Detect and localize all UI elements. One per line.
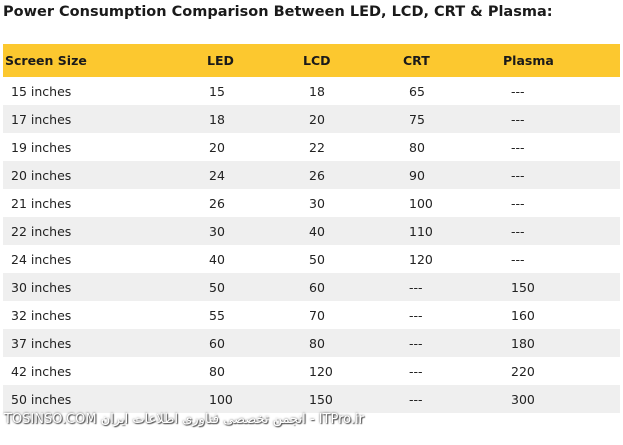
cell-lcd: 30 <box>309 195 325 211</box>
cell-plasma: --- <box>511 139 525 155</box>
cell-lcd: 80 <box>309 335 325 351</box>
cell-crt: 120 <box>409 251 433 267</box>
cell-screen-size: 32 inches <box>11 307 72 323</box>
cell-plasma: --- <box>511 111 525 127</box>
cell-led: 18 <box>209 111 225 127</box>
cell-lcd: 120 <box>309 363 333 379</box>
cell-led: 30 <box>209 223 225 239</box>
table-row: 42 inches 80 120 --- 220 <box>3 357 620 385</box>
table-row: 15 inches 15 18 65 --- <box>3 77 620 105</box>
cell-screen-size: 15 inches <box>11 83 72 99</box>
cell-led: 60 <box>209 335 225 351</box>
cell-crt: --- <box>409 363 423 379</box>
cell-plasma: --- <box>511 167 525 183</box>
table-row: 32 inches 55 70 --- 160 <box>3 301 620 329</box>
cell-crt: --- <box>409 335 423 351</box>
cell-crt: 90 <box>409 167 425 183</box>
cell-plasma: 180 <box>511 335 535 351</box>
page-title: Power Consumption Comparison Between LED… <box>3 4 553 20</box>
cell-screen-size: 30 inches <box>11 279 72 295</box>
cell-crt: 100 <box>409 195 433 211</box>
header-lcd: LCD <box>303 53 331 68</box>
table-row: 21 inches 26 30 100 --- <box>3 189 620 217</box>
cell-lcd: 18 <box>309 83 325 99</box>
cell-screen-size: 21 inches <box>11 195 72 211</box>
cell-lcd: 60 <box>309 279 325 295</box>
cell-screen-size: 19 inches <box>11 139 72 155</box>
table-row: 19 inches 20 22 80 --- <box>3 133 620 161</box>
cell-crt: 80 <box>409 139 425 155</box>
cell-led: 80 <box>209 363 225 379</box>
cell-led: 24 <box>209 167 225 183</box>
cell-plasma: 300 <box>511 391 535 407</box>
table-row: 50 inches 100 150 --- 300 <box>3 385 620 413</box>
watermark: TOSINSO.COM انجمن تخصصی فناوری اطلاعات ا… <box>4 412 364 427</box>
cell-led: 26 <box>209 195 225 211</box>
cell-screen-size: 24 inches <box>11 251 72 267</box>
cell-crt: --- <box>409 279 423 295</box>
cell-screen-size: 20 inches <box>11 167 72 183</box>
table-row: 24 inches 40 50 120 --- <box>3 245 620 273</box>
cell-crt: 75 <box>409 111 425 127</box>
cell-led: 15 <box>209 83 225 99</box>
cell-crt: --- <box>409 307 423 323</box>
cell-crt: 65 <box>409 83 425 99</box>
cell-led: 20 <box>209 139 225 155</box>
header-led: LED <box>207 53 234 68</box>
cell-screen-size: 17 inches <box>11 111 72 127</box>
cell-screen-size: 22 inches <box>11 223 72 239</box>
cell-lcd: 20 <box>309 111 325 127</box>
cell-plasma: 220 <box>511 363 535 379</box>
cell-lcd: 70 <box>309 307 325 323</box>
cell-crt: 110 <box>409 223 433 239</box>
cell-led: 50 <box>209 279 225 295</box>
cell-led: 55 <box>209 307 225 323</box>
cell-lcd: 22 <box>309 139 325 155</box>
header-crt: CRT <box>403 53 430 68</box>
cell-led: 40 <box>209 251 225 267</box>
table-row: 22 inches 30 40 110 --- <box>3 217 620 245</box>
table-body: 15 inches 15 18 65 --- 17 inches 18 20 75 --- 19 i… <box>3 77 620 413</box>
header-plasma: Plasma <box>503 53 554 68</box>
table-row: 20 inches 24 26 90 --- <box>3 161 620 189</box>
cell-screen-size: 42 inches <box>11 363 72 379</box>
power-consumption-table: Screen Size LED LCD CRT Plasma 15 inches… <box>3 44 620 413</box>
cell-lcd: 26 <box>309 167 325 183</box>
cell-plasma: 150 <box>511 279 535 295</box>
cell-lcd: 40 <box>309 223 325 239</box>
table-row: 17 inches 18 20 75 --- <box>3 105 620 133</box>
cell-screen-size: 50 inches <box>11 391 72 407</box>
table-row: 37 inches 60 80 --- 180 <box>3 329 620 357</box>
cell-plasma: 160 <box>511 307 535 323</box>
cell-lcd: 50 <box>309 251 325 267</box>
table-row: 30 inches 50 60 --- 150 <box>3 273 620 301</box>
cell-screen-size: 37 inches <box>11 335 72 351</box>
cell-plasma: --- <box>511 251 525 267</box>
cell-plasma: --- <box>511 195 525 211</box>
header-screen-size: Screen Size <box>5 53 87 68</box>
cell-crt: --- <box>409 391 423 407</box>
cell-led: 100 <box>209 391 233 407</box>
cell-plasma: --- <box>511 223 525 239</box>
cell-lcd: 150 <box>309 391 333 407</box>
table-header-row: Screen Size LED LCD CRT Plasma <box>3 44 620 77</box>
cell-plasma: --- <box>511 83 525 99</box>
